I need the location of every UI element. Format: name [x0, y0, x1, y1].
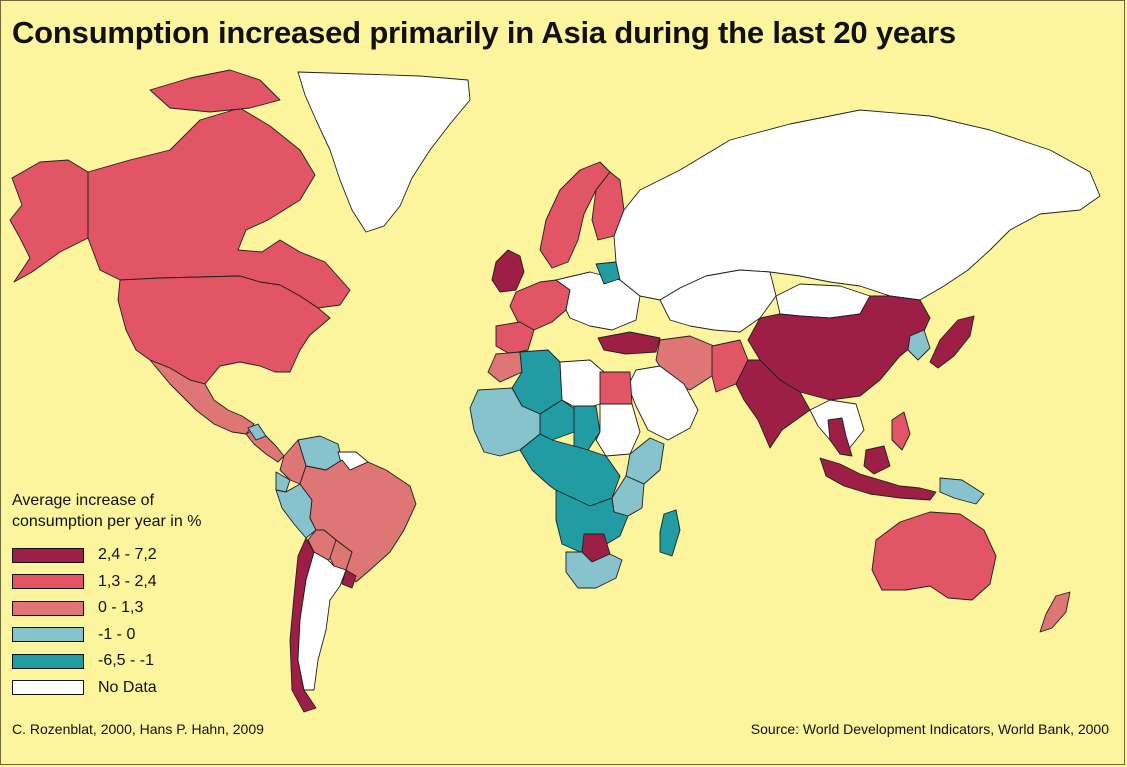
- region-saudi: [627, 365, 699, 441]
- region-guatemala: [247, 423, 267, 441]
- region-egypt: [599, 371, 633, 405]
- region-central-africa: [519, 433, 621, 507]
- legend-item: -6,5 - -1: [12, 648, 201, 675]
- region-korea: [907, 329, 931, 361]
- legend-label: 2,4 - 7,2: [98, 546, 157, 564]
- legend-swatch: [12, 680, 84, 696]
- region-png: [939, 477, 985, 505]
- region-usa: [117, 275, 331, 385]
- region-mongolia: [775, 283, 871, 319]
- legend-swatch: [12, 653, 84, 669]
- region-south-africa: [565, 551, 623, 589]
- legend-label: 0 - 1,3: [98, 599, 144, 617]
- region-new-zealand: [1039, 591, 1071, 633]
- region-borneo: [863, 445, 891, 475]
- region-madagascar: [659, 509, 681, 557]
- region-uruguay: [341, 569, 357, 589]
- legend-label: 1,3 - 2,4: [98, 572, 157, 590]
- region-australia: [871, 511, 997, 601]
- legend-swatch: [12, 600, 84, 616]
- credit-left: C. Rozenblat, 2000, Hans P. Hahn, 2009: [12, 721, 264, 737]
- legend-item: 0 - 1,3: [12, 595, 201, 622]
- legend-title: Average increase of consumption per year…: [12, 490, 201, 532]
- legend-item: -1 - 0: [12, 622, 201, 649]
- legend-label: -6,5 - -1: [98, 652, 155, 670]
- legend-item: 2,4 - 7,2: [12, 542, 201, 569]
- legend: Average increase of consumption per year…: [12, 490, 201, 701]
- legend-item: 1,3 - 2,4: [12, 569, 201, 596]
- region-indonesia: [819, 457, 937, 501]
- region-argentina: [297, 551, 347, 691]
- region-morocco: [487, 351, 523, 383]
- region-alaska: [9, 159, 89, 283]
- region-philippines: [891, 411, 911, 451]
- credit-right: Source: World Development Indicators, Wo…: [750, 721, 1109, 737]
- region-uk: [491, 249, 525, 293]
- region-canada-islands: [149, 69, 281, 113]
- map-title: Consumption increased primarily in Asia …: [12, 15, 956, 50]
- legend-items: 2,4 - 7,2 1,3 - 2,4 0 - 1,3 -1 - 0 -6,5 - -1…: [12, 542, 201, 701]
- legend-title-line-1: Average increase of: [12, 492, 155, 509]
- legend-label: No Data: [98, 678, 157, 696]
- region-japan: [929, 315, 975, 369]
- region-iberia: [495, 321, 535, 355]
- region-thailand: [827, 417, 853, 457]
- legend-label: -1 - 0: [98, 625, 136, 643]
- region-turkey: [597, 331, 661, 355]
- region-western-europe: [509, 279, 571, 331]
- region-angola-zambia: [555, 489, 629, 553]
- region-india: [735, 359, 811, 449]
- region-libya: [559, 359, 605, 411]
- legend-item: No Data: [12, 675, 201, 702]
- region-chad: [573, 405, 601, 451]
- legend-title-line-2: consumption per year in %: [12, 513, 202, 530]
- legend-swatch: [12, 627, 84, 643]
- region-central-asia: [659, 269, 777, 333]
- region-sudan: [595, 403, 641, 457]
- region-russia: [613, 109, 1101, 301]
- legend-swatch: [12, 547, 84, 563]
- region-greenland: [297, 71, 471, 233]
- legend-swatch: [12, 574, 84, 590]
